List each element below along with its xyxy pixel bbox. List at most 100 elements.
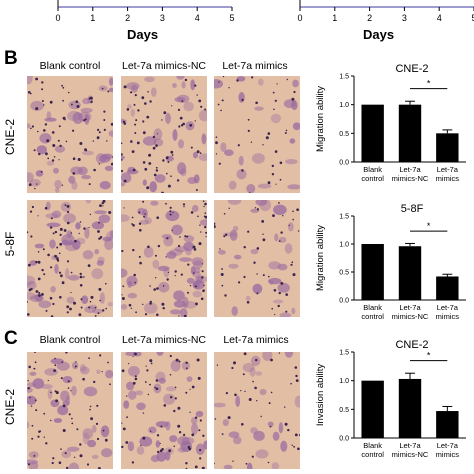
pore-dot	[27, 380, 29, 382]
pore-dot	[168, 449, 172, 453]
pore-dot	[52, 232, 55, 235]
stained-cell	[105, 369, 113, 379]
pore-dot	[142, 412, 145, 414]
top-right-xlabel: Days	[363, 27, 395, 42]
stained-cell	[294, 395, 300, 408]
stained-cell	[198, 153, 207, 161]
top-tick-label: 3	[160, 13, 165, 23]
pore-dot	[134, 375, 137, 378]
pore-dot	[134, 281, 136, 284]
pore-dot	[243, 352, 247, 356]
stained-cell	[166, 251, 177, 259]
pore-dot	[41, 81, 44, 84]
stained-cell	[150, 200, 159, 206]
pore-dot	[148, 162, 152, 165]
pore-dot	[198, 242, 202, 246]
stained-cell	[271, 462, 280, 469]
micrograph-c-cne2-nc	[121, 352, 207, 469]
stained-cell	[268, 261, 281, 270]
pore-dot	[144, 313, 148, 316]
pore-dot	[101, 371, 103, 373]
pore-dot	[58, 461, 62, 464]
pore-dot	[276, 83, 278, 85]
stained-cell	[277, 263, 288, 271]
pore-dot	[153, 288, 156, 291]
stained-cell	[267, 421, 274, 427]
pore-dot	[104, 438, 108, 442]
pore-dot	[144, 381, 147, 383]
stained-cell	[269, 279, 274, 285]
stained-cell	[121, 172, 132, 184]
pore-dot	[228, 207, 230, 209]
pore-dot	[234, 393, 237, 397]
pore-dot	[102, 429, 105, 432]
pore-dot	[156, 216, 159, 219]
pore-dot	[218, 81, 220, 83]
stained-cell	[272, 299, 284, 304]
pore-dot	[256, 292, 259, 295]
pore-dot	[134, 377, 138, 381]
stained-cell	[149, 181, 157, 193]
stained-cell	[195, 275, 207, 284]
pore-dot	[70, 390, 72, 392]
stained-cell	[255, 371, 263, 376]
pore-dot	[77, 158, 81, 161]
pore-dot	[242, 373, 245, 376]
pore-dot	[49, 296, 53, 300]
pore-dot	[134, 132, 137, 134]
pore-dot	[255, 358, 258, 362]
stained-cell	[253, 430, 265, 441]
pore-dot	[156, 287, 159, 290]
stained-cell	[137, 207, 145, 215]
pore-dot	[61, 84, 63, 87]
bar	[361, 244, 384, 300]
significance-star: *	[427, 79, 431, 89]
chart-ylabel: Invasion ability	[315, 364, 326, 427]
pore-dot	[155, 387, 159, 391]
stained-cell	[171, 224, 183, 236]
y-tick-label: 1.5	[339, 350, 349, 357]
stained-cell	[104, 238, 113, 251]
pore-dot	[199, 457, 202, 460]
stained-cell	[144, 302, 158, 314]
stained-cell	[61, 450, 72, 458]
pore-dot	[34, 352, 36, 353]
pore-dot	[126, 108, 130, 111]
pore-dot	[292, 218, 294, 221]
pore-dot	[202, 434, 205, 437]
pore-dot	[58, 252, 61, 255]
stained-cell	[84, 113, 90, 125]
pore-dot	[169, 373, 172, 376]
pore-dot	[56, 257, 59, 260]
pore-dot	[202, 263, 204, 265]
pore-dot	[297, 230, 300, 232]
pore-dot	[68, 413, 71, 416]
stained-cell	[278, 422, 284, 434]
pore-dot	[271, 173, 275, 176]
pore-dot	[87, 264, 91, 267]
stained-cell	[272, 431, 280, 441]
stained-cell	[56, 361, 70, 371]
pore-dot	[33, 149, 36, 152]
pore-dot	[96, 437, 100, 441]
stained-cell	[227, 200, 242, 205]
top-left-ticks: 0 1 2 3 4 5	[55, 7, 235, 23]
pore-dot	[135, 119, 138, 122]
pore-dot	[174, 397, 177, 400]
pore-dot	[108, 211, 112, 214]
pore-dot	[94, 315, 97, 317]
pore-dot	[61, 281, 65, 285]
pore-dot	[292, 210, 294, 213]
pore-dot	[273, 289, 277, 292]
pore-dot	[49, 226, 53, 229]
chart-title: CNE-2	[395, 63, 428, 75]
pore-dot	[132, 168, 136, 172]
stained-cell	[57, 405, 69, 416]
pore-dot	[89, 96, 93, 100]
pore-dot	[255, 101, 258, 105]
pore-dot	[191, 433, 195, 437]
pore-dot	[173, 409, 176, 413]
stained-cell	[242, 362, 255, 373]
stained-cell	[135, 390, 144, 396]
pore-dot	[204, 225, 207, 229]
